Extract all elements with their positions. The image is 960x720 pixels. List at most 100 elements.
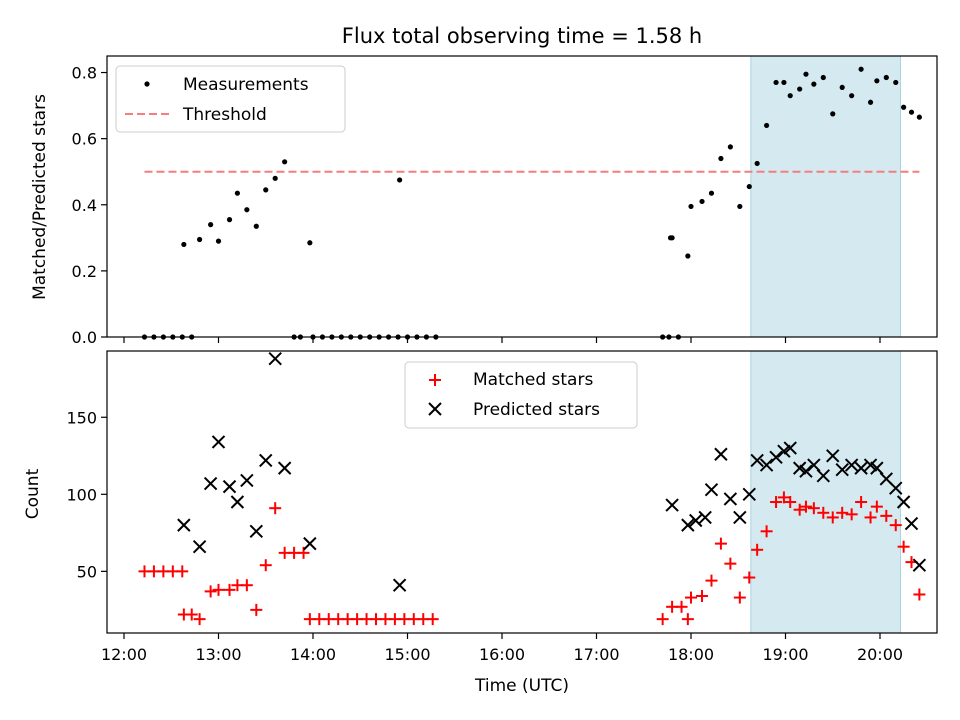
measurement-point xyxy=(253,223,259,229)
predicted-star-point xyxy=(203,476,218,491)
predicted-star-point xyxy=(896,495,911,509)
predicted-star-point xyxy=(912,558,927,572)
top-x-ticks xyxy=(123,337,881,343)
matched-star-point xyxy=(681,613,694,626)
matched-star-point xyxy=(426,613,439,626)
measurement-point xyxy=(718,155,724,162)
predicted-star-point xyxy=(835,462,849,477)
measurement-point xyxy=(208,222,214,228)
measurement-point xyxy=(708,190,715,196)
predicted-star-point xyxy=(844,458,859,472)
matched-star-point xyxy=(185,608,198,621)
bottom-x-axis-label: Time (UTC) xyxy=(474,676,569,696)
measurement-point xyxy=(830,111,836,117)
matched-star-point xyxy=(696,590,709,603)
legend-threshold-label: Threshold xyxy=(182,105,267,125)
predicted-star-point xyxy=(704,482,719,497)
matched-star-point xyxy=(204,585,217,598)
bottom-x-ticks: 12:00 13:00 14:00 15:00 16:00 17:00 18:00 19:00… xyxy=(101,633,903,664)
measurement-point xyxy=(263,187,269,193)
matched-star-point xyxy=(212,583,225,596)
matched-star-point xyxy=(176,565,189,578)
matched-star-point xyxy=(855,496,868,509)
predicted-star-point xyxy=(870,461,884,475)
matched-star-point xyxy=(880,509,893,522)
predicted-star-point xyxy=(889,481,903,495)
matched-star-point xyxy=(250,603,263,616)
predicted-star-point xyxy=(259,453,273,468)
matched-star-point xyxy=(807,502,820,515)
matched-star-point xyxy=(743,571,756,584)
matched-star-point xyxy=(193,613,206,626)
top-panel: 0.0 0.2 0.4 0.6 0.8 Flux total observing tim… xyxy=(30,24,938,347)
chart-title: Flux total observing time = 1.58 h xyxy=(342,24,702,48)
bottom-shaded-region xyxy=(750,350,901,634)
matched-star-point xyxy=(793,503,806,516)
predicted-star-point xyxy=(665,498,679,512)
measurement-point xyxy=(803,71,809,77)
matched-star-point xyxy=(826,511,839,524)
predicted-star-point xyxy=(681,518,695,532)
measurement-point xyxy=(282,159,288,165)
bottom-legend-box xyxy=(404,361,638,429)
predicted-star-point xyxy=(807,458,821,472)
bottom-points-layer xyxy=(138,351,927,626)
predicted-star-point xyxy=(904,516,919,531)
bottom-xtick-label: 19:00 xyxy=(762,645,808,664)
measurement-point xyxy=(811,81,817,87)
bottom-xtick-label: 14:00 xyxy=(290,645,336,664)
bottom-xtick-label: 16:00 xyxy=(479,645,525,664)
bottom-xtick-label: 13:00 xyxy=(195,645,241,664)
predicted-star-point xyxy=(816,469,831,483)
matched-star-point xyxy=(817,506,830,519)
bottom-plot-frame xyxy=(106,350,938,634)
bottom-xtick-label: 18:00 xyxy=(668,645,714,664)
matched-star-point xyxy=(269,502,282,515)
matched-star-point xyxy=(845,508,858,521)
matched-star-point xyxy=(897,540,910,553)
predicted-star-point xyxy=(733,510,747,525)
bottom-xtick-label: 17:00 xyxy=(573,645,619,664)
predicted-star-point xyxy=(759,458,774,472)
matched-star-point xyxy=(656,613,669,626)
top-y-axis-label: Matched/Predicted stars xyxy=(30,94,50,300)
top-ytick-label: 0.2 xyxy=(72,262,97,281)
measurement-point xyxy=(839,84,845,91)
predicted-star-point xyxy=(277,461,292,475)
predicted-star-point xyxy=(689,513,703,528)
bottom-ytick-label: 100 xyxy=(66,485,97,504)
measurement-point xyxy=(397,177,403,183)
matched-star-point xyxy=(724,557,737,570)
top-ytick-label: 0.0 xyxy=(72,328,97,347)
predicted-star-point xyxy=(268,351,282,366)
legend-matched-marker xyxy=(429,374,441,386)
matched-star-point xyxy=(685,591,697,604)
measurement-point xyxy=(849,93,855,99)
measurement-point xyxy=(737,203,743,210)
legend-measurements-marker xyxy=(144,81,150,87)
matched-star-point xyxy=(770,496,783,509)
measurement-point xyxy=(883,74,889,81)
top-legend-box xyxy=(115,65,346,133)
bottom-xtick-label: 20:00 xyxy=(857,645,903,664)
legend-matched-label: Matched stars xyxy=(473,370,593,390)
measurement-point xyxy=(867,99,874,105)
measurement-point xyxy=(858,66,864,72)
measurement-point xyxy=(699,198,705,205)
top-y-ticks: 0.0 0.2 0.4 0.6 0.8 xyxy=(72,64,107,347)
measurement-point xyxy=(893,79,899,86)
measurement-point xyxy=(688,203,694,210)
predicted-star-point xyxy=(750,453,764,468)
measurement-point xyxy=(197,236,203,243)
legend-predicted-marker xyxy=(428,402,442,416)
predicted-star-point xyxy=(799,464,813,478)
measurement-point xyxy=(226,217,233,223)
matched-star-point xyxy=(705,574,718,587)
matched-star-point xyxy=(836,506,849,519)
matched-star-point xyxy=(714,537,727,550)
measurement-point xyxy=(244,207,250,213)
predicted-star-point xyxy=(783,441,797,455)
predicted-star-point xyxy=(742,487,756,502)
matched-star-point xyxy=(240,579,253,592)
measurement-point xyxy=(916,114,922,120)
